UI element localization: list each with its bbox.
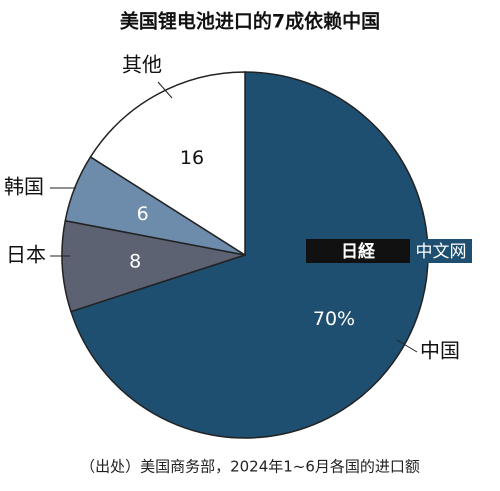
pie: 70% 中国 8 日本 6 韩国 16 其他	[4, 53, 460, 439]
legend-label: 其他	[122, 53, 162, 77]
leader-line	[157, 81, 173, 99]
chart-title: 美国锂电池进口的7成依赖中国	[120, 10, 380, 33]
pie-slice	[89, 71, 246, 257]
legend-label: 韩国	[4, 175, 44, 199]
watermark-text-box	[410, 239, 472, 263]
source-note: （出处）美国商务部，2024年1~6月各国的进口额	[80, 458, 420, 476]
data-label: 16	[180, 147, 204, 169]
watermark-logo: 日経	[341, 241, 376, 262]
data-label: 6	[137, 203, 149, 225]
watermark: 日経 中文网	[306, 239, 472, 263]
watermark-logo-box	[306, 239, 410, 263]
legend-label: 日本	[6, 243, 46, 267]
pie-slice	[61, 219, 246, 313]
legend-label: 中国	[420, 339, 460, 363]
data-label: 8	[129, 250, 141, 272]
leader-line	[396, 339, 418, 353]
pie-slice	[70, 71, 429, 439]
watermark-text: 中文网	[416, 242, 467, 262]
data-label: 70%	[313, 308, 355, 330]
